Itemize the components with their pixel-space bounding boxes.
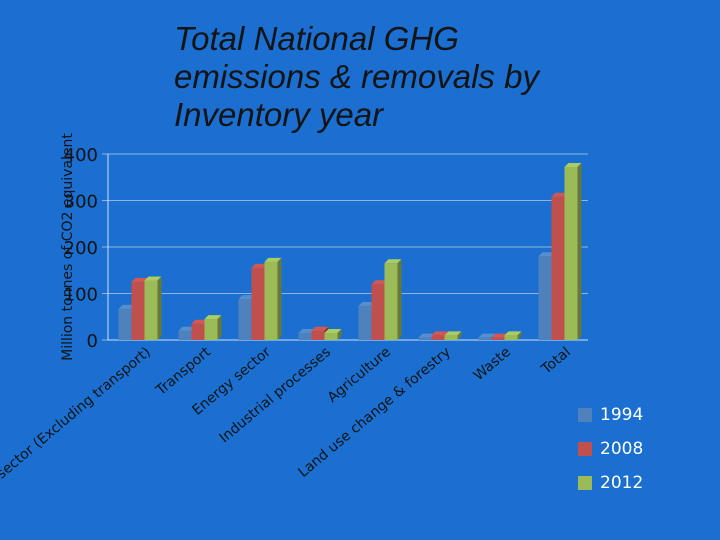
title-line-3: Inventory year [174, 96, 384, 133]
bar-2012-2 [264, 257, 282, 340]
legend-swatch-2008 [578, 442, 592, 456]
x-tick-label-1: Transport [153, 344, 215, 399]
bar-face-2012-0 [144, 280, 158, 340]
y-tick-label-100: 100 [64, 285, 98, 306]
bar-top-2008-6 [491, 333, 509, 338]
bar-top-1994-4 [358, 302, 376, 307]
bar-top-2012-7 [564, 163, 582, 168]
bar-top-2008-1 [191, 319, 209, 324]
bar-top-2012-2 [264, 257, 282, 262]
bar-side-2012-1 [217, 315, 222, 340]
bar-top-2008-2 [251, 263, 269, 268]
bar-2012-1 [204, 315, 222, 340]
x-tick-label-6: Waste [471, 344, 514, 384]
bar-side-2012-4 [397, 259, 402, 340]
y-axis-title: Million tonnes of CO2 equivalent [60, 133, 76, 361]
bar-top-2008-3 [311, 326, 329, 331]
bar-side-2012-3 [337, 329, 342, 340]
legend-swatch-2012 [578, 476, 592, 490]
bar-top-1994-6 [478, 333, 496, 338]
title-line-1: Total National GHG [174, 20, 459, 57]
bar-top-2012-4 [384, 259, 402, 264]
bar-top-2012-5 [444, 331, 462, 336]
bar-2012-5 [444, 331, 462, 340]
bar-side-2012-5 [457, 331, 462, 340]
bar-top-2012-1 [204, 315, 222, 320]
bar-face-2008-2 [251, 267, 265, 340]
bar-face-2012-7 [564, 167, 578, 340]
bar-top-1994-7 [538, 252, 556, 257]
bar-top-2012-6 [504, 331, 522, 336]
chart-title: Total National GHG emissions & removals … [174, 20, 594, 134]
bar-side-2012-7 [577, 163, 582, 340]
bar-face-2008-5 [431, 335, 445, 340]
bar-face-2012-2 [264, 261, 278, 340]
legend-label-1994: 1994 [600, 405, 644, 425]
title-line-2: emissions & removals by [174, 58, 539, 95]
bar-2012-3 [324, 329, 342, 340]
x-tick-label-3: Industrial processes [217, 344, 334, 446]
legend: 1994 2008 2012 [578, 398, 643, 500]
bar-face-2012-5 [444, 335, 458, 340]
bar-face-1994-3 [298, 333, 312, 340]
legend-swatch-1994 [578, 408, 592, 422]
bar-face-2008-7 [551, 196, 565, 340]
bar-face-1994-5 [418, 337, 432, 340]
bar-face-2008-1 [191, 323, 205, 340]
bar-face-1994-4 [358, 306, 372, 340]
bar-face-1994-2 [238, 299, 252, 340]
bar-top-1994-3 [298, 329, 316, 334]
bar-face-2012-4 [384, 263, 398, 340]
bar-top-2012-3 [324, 329, 342, 334]
bar-face-2012-3 [324, 333, 338, 340]
y-tick-label-0: 0 [87, 331, 98, 352]
bar-top-2008-0 [131, 277, 149, 282]
bar-face-2008-3 [311, 330, 325, 340]
bar-side-2012-6 [517, 331, 522, 340]
bar-face-1994-1 [178, 330, 192, 340]
bar-top-2008-5 [431, 331, 449, 336]
bar-face-2008-4 [371, 284, 385, 340]
x-tick-label-7: Total [538, 344, 574, 378]
bar-face-2012-6 [504, 335, 518, 340]
legend-item-2008: 2008 [578, 432, 643, 466]
bar-face-1994-6 [478, 337, 492, 340]
bar-2012-6 [504, 331, 522, 340]
y-tick-label-300: 300 [64, 192, 98, 213]
bar-side-2012-2 [277, 257, 282, 340]
legend-label-2008: 2008 [600, 439, 644, 459]
bar-face-1994-7 [538, 256, 552, 340]
bar-top-1994-5 [418, 333, 436, 338]
bar-2012-7 [564, 163, 582, 340]
bar-2012-0 [144, 276, 162, 340]
y-tick-label-400: 400 [64, 145, 98, 166]
bar-top-2012-0 [144, 276, 162, 281]
legend-item-2012: 2012 [578, 466, 643, 500]
bar-side-2012-0 [157, 276, 162, 340]
bar-face-2008-6 [491, 337, 505, 340]
bar-face-2012-1 [204, 319, 218, 340]
legend-item-1994: 1994 [578, 398, 643, 432]
bar-top-1994-2 [238, 295, 256, 300]
bar-face-1994-0 [118, 308, 132, 340]
bar-2012-4 [384, 259, 402, 340]
bar-top-1994-1 [178, 326, 196, 331]
bar-top-1994-0 [118, 304, 136, 309]
y-tick-label-200: 200 [64, 238, 98, 259]
bar-top-2008-7 [551, 192, 569, 197]
bar-face-2008-0 [131, 281, 145, 340]
x-tick-label-0: Energy sector (Excluding transport) [0, 344, 154, 516]
bar-top-2008-4 [371, 280, 389, 285]
legend-label-2012: 2012 [600, 473, 644, 493]
